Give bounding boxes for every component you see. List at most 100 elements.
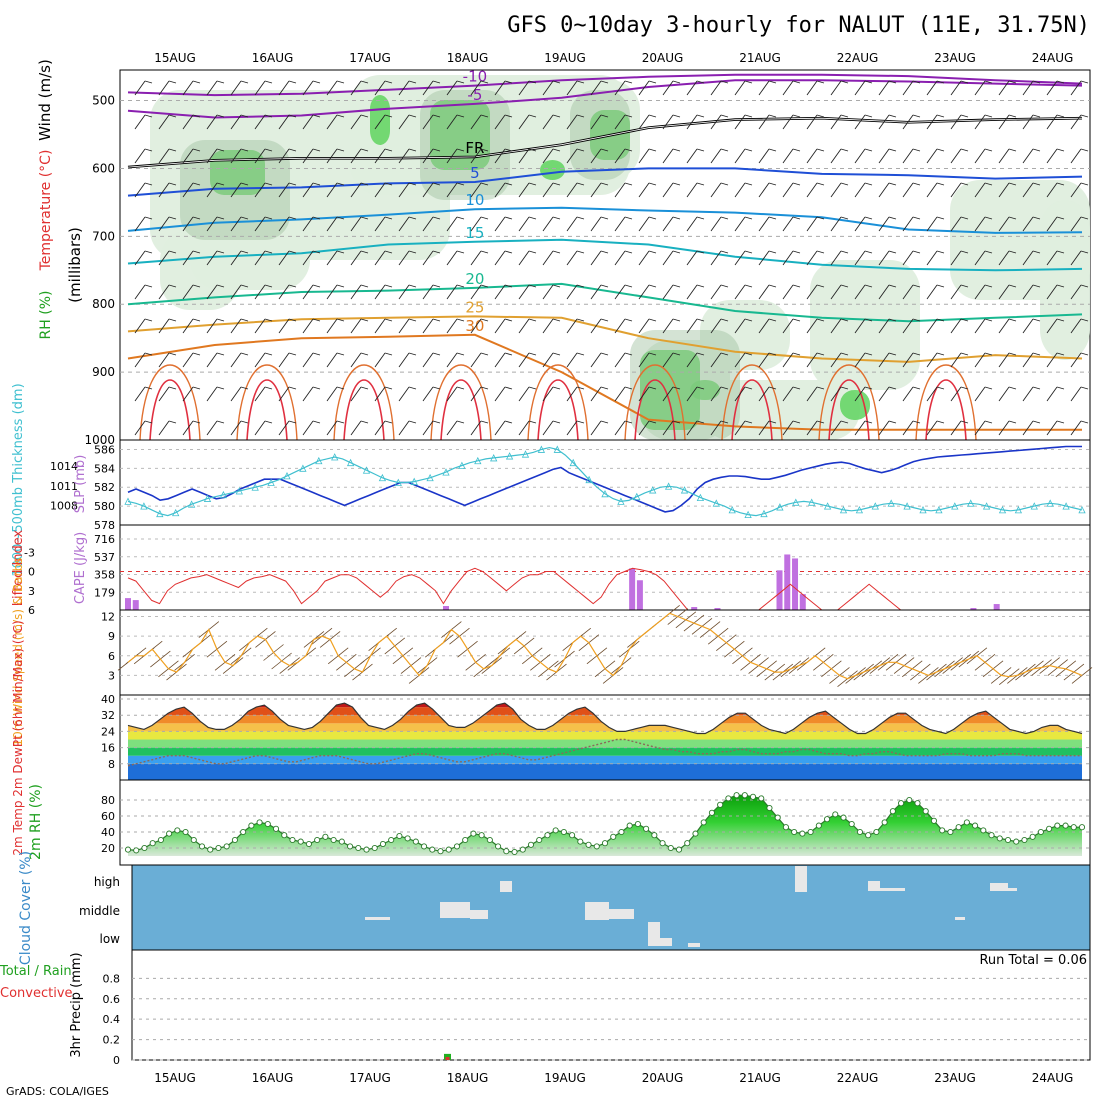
wind-barb-flag [672,386,681,390]
thickness-marker [585,475,593,484]
thickness-marker [124,497,132,505]
wind-barb [422,318,434,334]
wind-barb [1070,114,1082,130]
wind-barb [158,284,170,300]
wind-barb [998,420,1010,436]
wind-barb [134,114,146,130]
temperature-2m-axis-label: 2m Temp 2m DewPt (6hr Min/Max) (°C) [11,620,25,855]
wind-barb-flag [480,284,489,288]
wind-tick-label: 3 [108,669,115,682]
wind-barb [902,216,914,232]
wind-barb-flag [312,250,321,254]
wind-barb-flag [888,148,897,152]
wind-barb-flag [336,352,345,356]
date-label-top: 16AUG [252,51,294,65]
wind-barb-flag [720,182,729,186]
thickness-tick-label: 586 [94,443,115,456]
wind-barb-flag [360,80,369,84]
rh-point [240,828,247,836]
rh-point [429,846,436,853]
wind-barb-flag [720,250,729,254]
wind-barb [422,284,434,300]
thickness-marker [982,502,991,510]
wind-barb [950,80,962,96]
dewpoint-line [127,738,1082,767]
wind-barb-flag [144,250,153,254]
wind-barb-flag [312,148,321,152]
wind-barb [278,148,290,164]
lifted-index-axis-label: Lifted Index [11,529,26,606]
wind-barb-flag [240,182,249,186]
wind-barb [830,148,842,164]
wind-barb [278,114,290,130]
wind-barb-flag [936,284,945,288]
wind-barb [302,216,314,232]
thickness-marker [442,468,450,476]
wind-barb [950,182,962,198]
wind-barb [830,318,842,334]
rh-point [684,840,691,847]
wind-barb [158,216,170,232]
wind-barb-flag [552,80,561,84]
cape-bar [799,594,806,610]
rh-point [281,832,288,839]
wind-barb [470,250,482,266]
date-label-top: 19AUG [544,51,586,65]
wind-barb-flag [960,182,969,186]
wind-barb-flag [576,114,585,118]
thickness-marker [776,503,784,511]
wind-barb-flag [648,114,657,118]
wind-barb-flag [576,182,585,186]
cloud-cell [880,888,905,891]
wind-barb-flag [264,284,273,288]
wind-barb [542,352,554,368]
wind-barb [206,250,218,266]
rh-point [322,833,329,840]
rh-point [355,844,362,852]
wind-barb-flag [600,284,609,288]
wind-barb-flag [672,80,681,84]
warm-contour-loop [246,379,288,441]
rh-point [1078,824,1086,831]
wind-barb [302,352,314,368]
wind-barb [614,216,626,232]
wind-barb [422,386,434,402]
wind-barb-flag [168,284,177,288]
wind-barb [422,352,434,368]
cloud-cell [608,909,634,919]
wind-barb [158,80,170,96]
wind-barb-flag [1080,148,1089,152]
wind-barb [878,114,890,130]
wind-barb [662,420,674,436]
wind-barb-flag [600,114,609,118]
temperature-contour-label: 25 [465,298,484,316]
wind-barb [302,386,314,402]
wind-barb [686,420,698,436]
wind-barb [1070,420,1082,436]
date-label-top: 24AUG [1032,51,1074,65]
wind-barb-flag [912,250,921,254]
cape-tick-label: 179 [94,586,115,599]
wind-barb [590,386,602,402]
wind-barb-flag [768,386,777,390]
wind-barb [134,250,146,266]
wind-barb-flag [312,352,321,356]
wind-barb [254,352,266,368]
wind-barb [566,182,578,198]
rh-point [486,836,493,844]
cape-bar [993,604,1000,610]
wind-barb [806,284,818,300]
temperature-contour-label: 5 [470,164,480,182]
wind-barb [422,80,434,96]
wind-barb-flag [840,148,849,152]
wind-barb [230,386,242,402]
wind-barb [398,114,410,130]
thickness-marker [792,498,800,506]
wind-barb-flag [960,318,969,322]
wind-barb [710,250,722,266]
wind-barb-flag [552,182,561,186]
wind-barb [614,352,626,368]
rh-point [412,838,419,845]
wind-barb-flag [792,216,801,220]
wind-barb-flag [528,250,537,254]
